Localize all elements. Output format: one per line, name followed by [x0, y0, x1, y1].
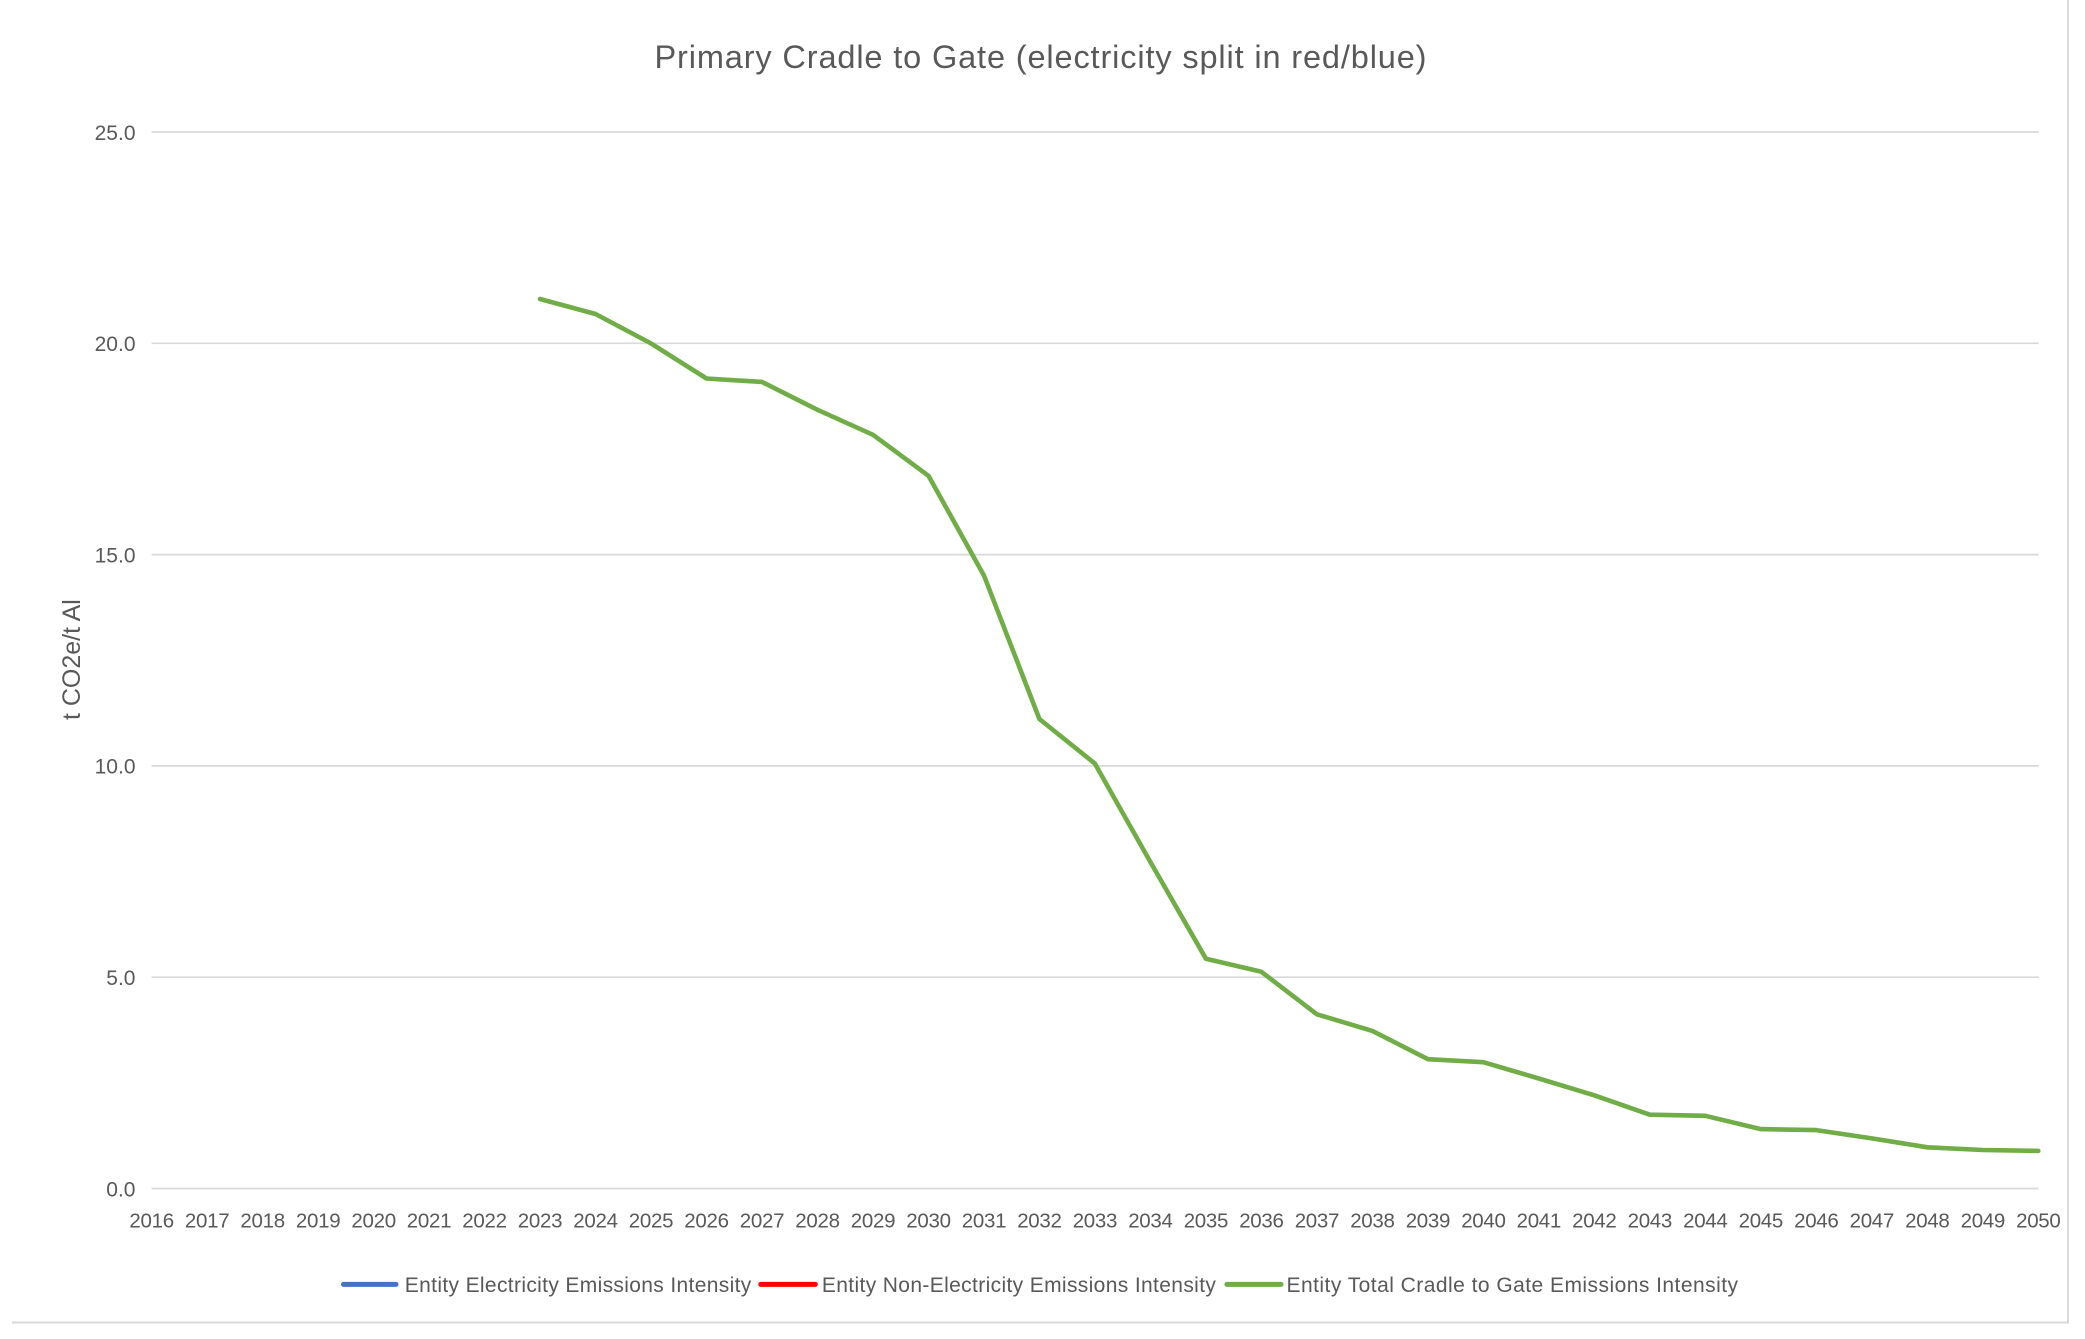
- svg-text:Entity Total Cradle to Gate Em: Entity Total Cradle to Gate Emissions In…: [1287, 1274, 1739, 1297]
- svg-text:2031: 2031: [962, 1209, 1006, 1232]
- svg-text:2025: 2025: [629, 1209, 673, 1232]
- svg-text:2021: 2021: [407, 1209, 451, 1232]
- svg-text:2018: 2018: [240, 1209, 284, 1232]
- svg-text:2037: 2037: [1295, 1209, 1339, 1232]
- svg-text:2044: 2044: [1683, 1209, 1727, 1232]
- svg-text:2033: 2033: [1073, 1209, 1117, 1232]
- svg-text:2035: 2035: [1184, 1209, 1228, 1232]
- svg-text:2028: 2028: [795, 1209, 839, 1232]
- svg-text:2045: 2045: [1739, 1209, 1783, 1232]
- svg-text:2049: 2049: [1961, 1209, 2005, 1232]
- svg-text:2046: 2046: [1794, 1209, 1838, 1232]
- svg-text:0.0: 0.0: [106, 1178, 135, 1201]
- svg-text:2016: 2016: [129, 1209, 173, 1232]
- svg-text:2026: 2026: [684, 1209, 728, 1232]
- svg-text:2020: 2020: [351, 1209, 395, 1232]
- svg-text:2038: 2038: [1350, 1209, 1394, 1232]
- svg-text:2032: 2032: [1017, 1209, 1061, 1232]
- svg-text:2050: 2050: [2016, 1209, 2060, 1232]
- svg-text:20.0: 20.0: [95, 333, 136, 356]
- svg-text:15.0: 15.0: [95, 544, 136, 567]
- svg-text:2043: 2043: [1628, 1209, 1672, 1232]
- svg-text:10.0: 10.0: [95, 756, 136, 779]
- svg-text:t CO2e/t Al: t CO2e/t Al: [58, 599, 86, 720]
- svg-text:2041: 2041: [1517, 1209, 1561, 1232]
- svg-text:5.0: 5.0: [106, 967, 135, 990]
- svg-text:2036: 2036: [1239, 1209, 1283, 1232]
- svg-text:Entity Electricity Emissions I: Entity Electricity Emissions Intensity: [405, 1274, 752, 1297]
- svg-text:2039: 2039: [1406, 1209, 1450, 1232]
- svg-text:25.0: 25.0: [95, 122, 136, 145]
- svg-text:2019: 2019: [296, 1209, 340, 1232]
- svg-text:2023: 2023: [518, 1209, 562, 1232]
- svg-text:Entity Non-Electricity Emissio: Entity Non-Electricity Emissions Intensi…: [822, 1274, 1217, 1297]
- svg-text:2040: 2040: [1461, 1209, 1505, 1232]
- svg-text:Primary Cradle to Gate (electr: Primary Cradle to Gate (electricity spli…: [655, 39, 1427, 75]
- svg-text:2048: 2048: [1905, 1209, 1949, 1232]
- svg-text:2024: 2024: [573, 1209, 617, 1232]
- svg-text:2017: 2017: [185, 1209, 229, 1232]
- svg-text:2042: 2042: [1572, 1209, 1616, 1232]
- svg-text:2034: 2034: [1128, 1209, 1172, 1232]
- svg-text:2029: 2029: [851, 1209, 895, 1232]
- svg-text:2022: 2022: [462, 1209, 506, 1232]
- svg-text:2030: 2030: [906, 1209, 950, 1232]
- svg-text:2047: 2047: [1850, 1209, 1894, 1232]
- svg-text:2027: 2027: [740, 1209, 784, 1232]
